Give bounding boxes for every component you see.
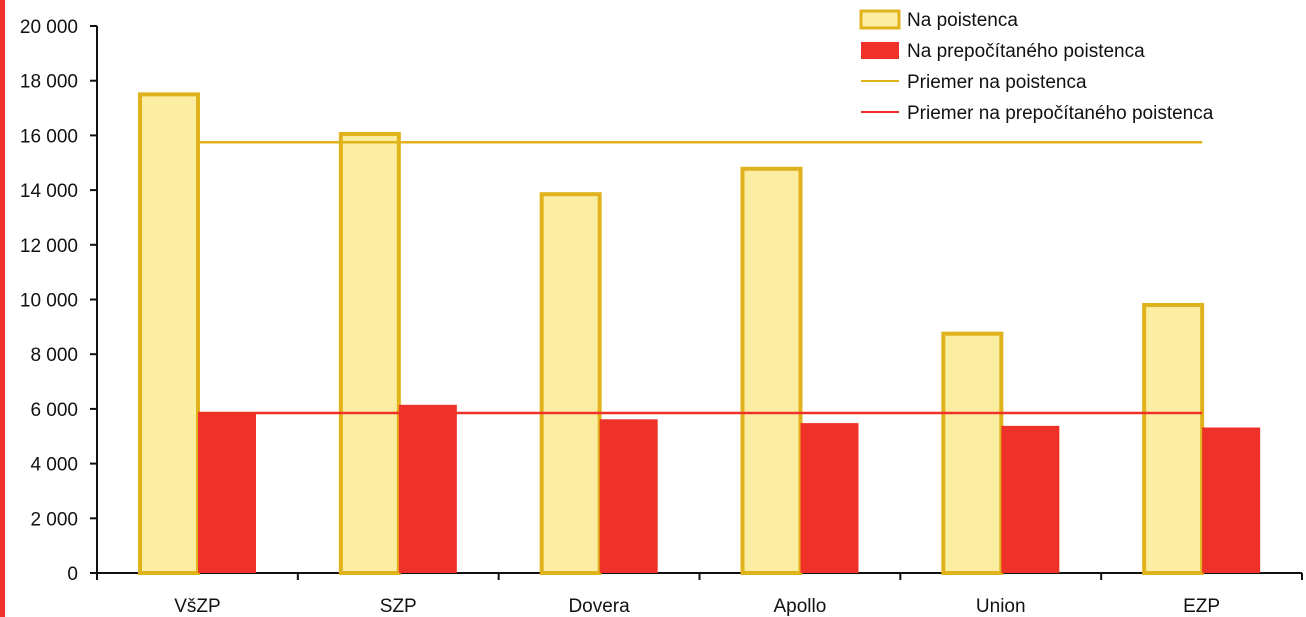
bar-na-prepocitaneho-poistenca (800, 423, 859, 573)
bar-na-prepocitaneho-poistenca (398, 404, 457, 573)
bar-na-poistenca (1142, 302, 1205, 575)
y-tick-label: 4 000 (30, 455, 78, 476)
bar-na-poistenca (338, 132, 401, 575)
bar-na-poistenca (138, 92, 200, 575)
y-tick-label: 10 000 (20, 291, 78, 312)
legend: Na poistenca Na prepočítaného poistenca Pr… (859, 9, 1214, 124)
left-accent-bar (0, 0, 5, 617)
x-category-label: Dovera (568, 596, 630, 617)
legend-label: Priemer na prepočítaného poistenca (907, 103, 1214, 124)
y-tick-label: 8 000 (30, 345, 78, 366)
legend-label: Na poistenca (907, 10, 1018, 31)
bar-na-poistenca (539, 192, 602, 575)
legend-swatch-na-poistenca (859, 9, 901, 30)
legend-label: Na prepočítaného poistenca (907, 41, 1145, 62)
x-category-label: Union (976, 596, 1026, 617)
bar-na-poistenca (740, 166, 803, 575)
x-category-label: Apollo (774, 596, 827, 617)
y-tick-label: 6 000 (30, 400, 78, 421)
x-category-label: EZP (1183, 596, 1220, 617)
bar-na-prepocitaneho-poistenca (198, 412, 256, 573)
y-tick-label: 20 000 (20, 17, 78, 38)
y-tick-label: 14 000 (20, 181, 78, 202)
x-category-label: VšZP (174, 596, 220, 617)
y-tick-label: 18 000 (20, 72, 78, 93)
y-tick-label: 12 000 (20, 236, 78, 257)
bar-na-prepocitaneho-poistenca (599, 419, 658, 573)
bar-na-prepocitaneho-poistenca (1202, 427, 1261, 573)
y-tick-label: 16 000 (20, 126, 78, 147)
y-tick-label: 0 (67, 564, 78, 585)
bar-na-poistenca (941, 331, 1004, 575)
x-category-label: SZP (380, 596, 417, 617)
bar-na-prepocitaneho-poistenca (1001, 425, 1060, 573)
legend-swatch-na-prepocitaneho-poistenca (861, 42, 899, 59)
legend-label: Priemer na poistenca (907, 72, 1087, 93)
y-tick-label: 2 000 (30, 509, 78, 530)
